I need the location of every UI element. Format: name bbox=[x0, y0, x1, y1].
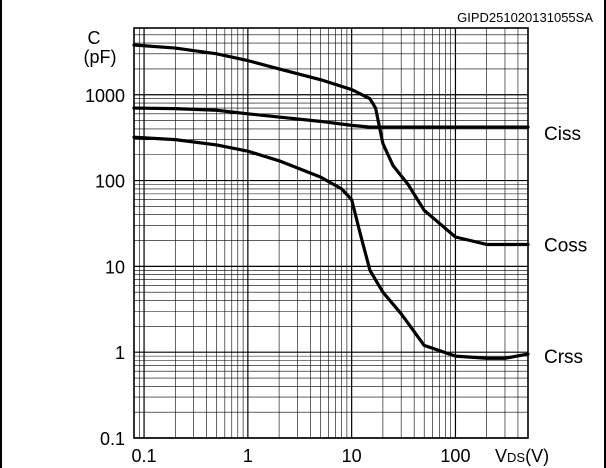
x-tick-label: 100 bbox=[440, 446, 470, 466]
x-axis-label: VDS(V) bbox=[495, 446, 549, 466]
series-line-coss bbox=[132, 43, 530, 247]
series-label-ciss: Ciss bbox=[544, 124, 581, 145]
y-tick-label: 1000 bbox=[85, 86, 125, 106]
y-axis-label: C bbox=[88, 28, 101, 48]
y-tick-label: 100 bbox=[95, 172, 125, 192]
chart-labels: 0.1 1 10 100 0.1 1 10 100 1000 C(pF) VDS(V) GIPD251… bbox=[84, 10, 594, 466]
y-tick-label: 0.1 bbox=[100, 429, 125, 449]
series-label-coss: Coss bbox=[544, 235, 587, 256]
x-axis-label-unit: (V) bbox=[525, 446, 549, 466]
y-axis-unit-label: (pF) bbox=[84, 47, 117, 67]
series-label-crss: Crss bbox=[544, 347, 583, 368]
series-line-crss bbox=[132, 135, 530, 360]
x-axis-label-main: V bbox=[495, 446, 507, 466]
x-axis-label-subscript: DS bbox=[507, 450, 525, 465]
x-tick-label: 1 bbox=[243, 446, 253, 466]
series-line-ciss bbox=[132, 106, 530, 129]
x-tick-label: 10 bbox=[342, 446, 362, 466]
x-tick-label: 0.1 bbox=[132, 446, 157, 466]
plot-frame bbox=[133, 27, 529, 439]
y-tick-label: 1 bbox=[115, 343, 125, 363]
y-tick-label: 10 bbox=[105, 257, 125, 277]
figure-code: GIPD251020131055SA bbox=[457, 10, 593, 25]
chart-axes bbox=[133, 27, 529, 439]
chart-series-group bbox=[132, 43, 530, 360]
chart-grid bbox=[133, 27, 529, 439]
